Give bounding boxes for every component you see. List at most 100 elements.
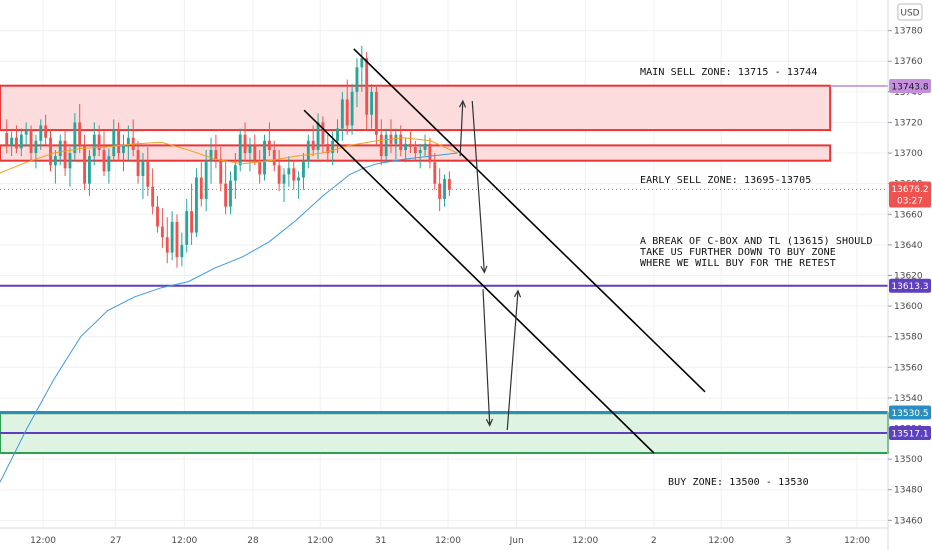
arrow-up-1[interactable]	[458, 99, 467, 157]
break-note-line-3: WHERE WE WILL BUY FOR THE RETEST	[640, 258, 836, 269]
candle[interactable]	[190, 183, 194, 245]
candle[interactable]	[224, 160, 228, 215]
currency-badge[interactable]: USD	[897, 3, 923, 21]
candle[interactable]	[209, 137, 213, 184]
arrow-down-2[interactable]	[482, 289, 494, 427]
candle[interactable]	[141, 153, 145, 199]
candle[interactable]	[5, 119, 9, 154]
candle-body	[321, 122, 325, 144]
candle[interactable]	[379, 119, 383, 166]
candle[interactable]	[248, 137, 252, 172]
candle[interactable]	[399, 125, 403, 157]
candle[interactable]	[24, 122, 28, 146]
candle[interactable]	[404, 137, 408, 163]
candle[interactable]	[297, 171, 301, 199]
candle[interactable]	[443, 174, 446, 207]
candle[interactable]	[160, 208, 164, 248]
candle[interactable]	[146, 146, 150, 196]
upper-channel-line[interactable]	[353, 48, 706, 393]
candle[interactable]	[175, 214, 179, 268]
candle[interactable]	[438, 168, 442, 212]
candle[interactable]	[29, 125, 33, 161]
candle[interactable]	[44, 114, 48, 146]
candle[interactable]	[374, 85, 378, 146]
candle[interactable]	[63, 130, 67, 176]
candle[interactable]	[112, 119, 116, 161]
candle[interactable]	[151, 168, 155, 215]
candle[interactable]	[316, 113, 320, 160]
candle[interactable]	[326, 134, 330, 163]
arrow-down-1[interactable]	[471, 100, 488, 274]
candle[interactable]	[204, 149, 208, 212]
candle[interactable]	[39, 119, 43, 150]
candle[interactable]	[34, 134, 38, 169]
candle[interactable]	[97, 125, 101, 157]
candle[interactable]	[122, 134, 125, 172]
candle[interactable]	[49, 130, 52, 172]
candle[interactable]	[10, 131, 14, 157]
candle[interactable]	[214, 134, 218, 169]
candle[interactable]	[258, 149, 262, 184]
candle[interactable]	[170, 211, 174, 261]
candle[interactable]	[107, 148, 111, 184]
candle[interactable]	[117, 122, 121, 161]
x-tick-label: 12:00	[30, 536, 56, 546]
candle[interactable]	[165, 217, 169, 264]
candle[interactable]	[233, 153, 237, 199]
candle[interactable]	[238, 128, 242, 172]
candle[interactable]	[58, 134, 62, 166]
candle[interactable]	[409, 131, 412, 154]
candle[interactable]	[287, 156, 291, 187]
candle[interactable]	[306, 134, 310, 169]
candle[interactable]	[292, 160, 296, 190]
candle[interactable]	[267, 122, 271, 157]
candle[interactable]	[384, 128, 388, 163]
candle[interactable]	[19, 128, 23, 157]
candle-body	[102, 149, 106, 172]
candle[interactable]	[156, 195, 159, 233]
candle[interactable]	[73, 113, 77, 161]
candle[interactable]	[53, 149, 57, 184]
candle[interactable]	[394, 128, 398, 160]
candle[interactable]	[355, 58, 359, 108]
candle[interactable]	[370, 84, 373, 129]
candle[interactable]	[243, 122, 247, 161]
candle[interactable]	[219, 146, 223, 192]
candle[interactable]	[68, 146, 72, 187]
candle[interactable]	[447, 171, 451, 196]
candle[interactable]	[92, 122, 96, 166]
candle[interactable]	[428, 137, 432, 169]
candle[interactable]	[272, 140, 276, 172]
candle[interactable]	[423, 134, 427, 157]
candle[interactable]	[15, 125, 18, 154]
candle[interactable]	[302, 153, 305, 190]
candle[interactable]	[360, 45, 364, 92]
candle[interactable]	[253, 134, 257, 166]
candle[interactable]	[321, 116, 325, 154]
arrow-up-2[interactable]	[506, 289, 522, 431]
candle[interactable]	[195, 168, 198, 238]
candle[interactable]	[277, 149, 281, 192]
candle[interactable]	[102, 131, 106, 176]
candle[interactable]	[263, 134, 266, 181]
candle[interactable]	[282, 168, 286, 203]
candle[interactable]	[340, 91, 344, 141]
candle[interactable]	[336, 119, 339, 154]
candle[interactable]	[78, 104, 82, 154]
candle[interactable]	[229, 171, 232, 215]
candle[interactable]	[311, 125, 315, 157]
candle[interactable]	[83, 134, 86, 190]
candle[interactable]	[136, 140, 140, 184]
lower-channel-line[interactable]	[303, 109, 655, 454]
candle[interactable]	[365, 52, 369, 131]
candle[interactable]	[418, 143, 422, 169]
candle[interactable]	[126, 125, 130, 161]
candle[interactable]	[199, 162, 203, 207]
candle[interactable]	[433, 153, 437, 190]
candle[interactable]	[345, 79, 349, 135]
candle[interactable]	[350, 84, 354, 135]
candle[interactable]	[87, 149, 91, 196]
candle[interactable]	[180, 232, 184, 267]
candle[interactable]	[185, 198, 189, 253]
